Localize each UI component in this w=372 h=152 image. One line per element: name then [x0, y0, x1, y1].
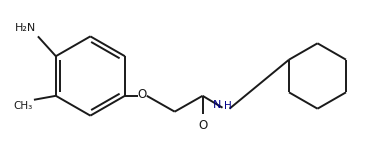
Text: CH₃: CH₃: [14, 101, 33, 111]
Text: O: O: [137, 88, 147, 101]
Text: N: N: [213, 100, 221, 110]
Text: H: H: [224, 101, 232, 111]
Text: O: O: [198, 119, 207, 132]
Text: H₂N: H₂N: [15, 23, 36, 33]
